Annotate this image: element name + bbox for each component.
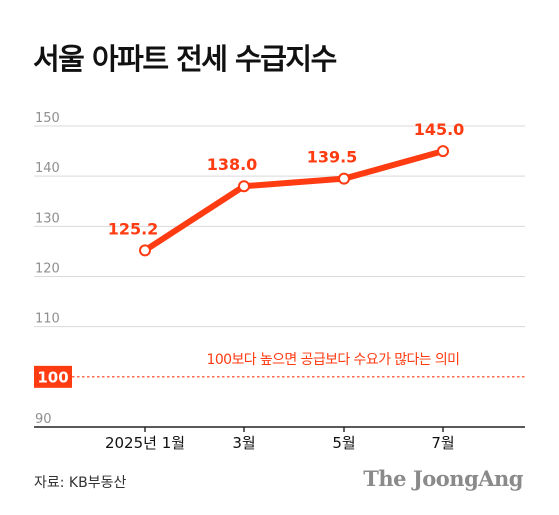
data-label-1: 138.0 [207, 155, 258, 174]
source-note: 자료: KB부동산 [34, 475, 127, 491]
x-tick-label-1: 3월 [232, 434, 255, 452]
data-point-0 [139, 244, 151, 257]
data-label-3: 145.0 [414, 120, 465, 139]
reference-annotation: 100보다 높으면 공급보다 수요가 많다는 의미 [207, 352, 460, 368]
data-label-2: 139.5 [307, 148, 358, 167]
y-tick-label-110: 110 [35, 312, 60, 327]
publisher-logo: The JoongAng [363, 466, 523, 491]
y-tick-label-120: 120 [35, 262, 60, 277]
series-line [142, 148, 446, 254]
data-point-1 [238, 180, 250, 193]
y-tick-label-90: 90 [35, 412, 52, 427]
y-tick-label-150: 150 [35, 111, 60, 126]
x-tick-label-3: 7월 [431, 434, 454, 452]
data-label-0: 125.2 [108, 219, 159, 238]
data-point-3 [437, 145, 449, 158]
data-point-2 [338, 172, 350, 185]
reference-badge-label: 100 [37, 368, 68, 386]
reference-badge [34, 365, 72, 388]
y-tick-label-140: 140 [35, 161, 60, 176]
x-tick-label-0: 2025년 1월 [105, 434, 185, 452]
chart-title: 서울 아파트 전세 수급지수 [33, 42, 337, 76]
x-tick-label-2: 5월 [332, 434, 355, 452]
y-tick-label-130: 130 [35, 211, 60, 226]
